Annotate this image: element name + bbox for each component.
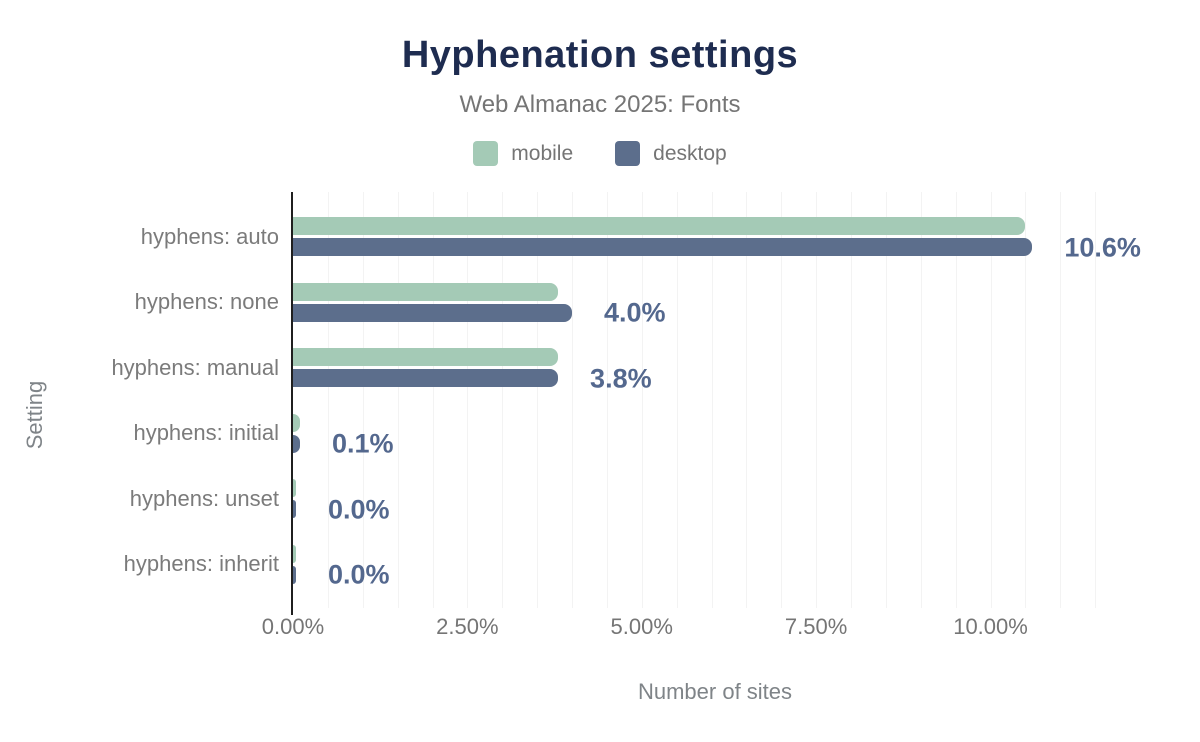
value-label: 4.0% [604,297,666,328]
mobile-bar[interactable] [293,413,300,432]
gridline [1060,192,1062,608]
gridline [990,192,992,608]
x-tick-label: 5.00% [610,614,673,639]
category-label: hyphens: none [134,289,279,315]
gridline [641,192,643,608]
desktop-bar[interactable] [293,434,300,453]
gridline [955,192,957,608]
gridline [572,192,573,608]
category-label: hyphens: auto [140,223,279,249]
y-axis-line [291,192,293,608]
x-tick-label: 2.50% [436,614,499,639]
gridline [781,192,783,608]
gridline [327,192,329,608]
mobile-bar[interactable] [293,479,296,498]
value-label: 3.8% [590,363,652,394]
category-label: hyphens: manual [111,354,279,380]
gridline [1095,192,1097,608]
legend-item-desktop[interactable]: desktop [615,141,727,166]
zero-tick-mark [291,608,293,615]
desktop-bar[interactable] [293,565,296,584]
plot-area: 10.6% 4.0% 3.8% 0.1% 0.0% 0.0% [291,192,1141,615]
gridline [746,192,748,608]
category-label: hyphens: inherit [123,551,279,577]
desktop-bar[interactable] [293,369,559,388]
value-label: 0.0% [328,494,390,525]
bar-row: 3.8% [293,335,1137,401]
mobile-bar[interactable] [293,544,296,563]
gridline [362,192,364,608]
gridline [432,192,434,608]
mobile-bar[interactable] [293,282,559,301]
chart-title: Hyphenation settings [401,34,799,76]
legend-label-desktop: desktop [653,141,727,165]
x-axis-title: Number of sites [637,679,793,704]
x-tick-label: 7.50% [784,614,848,639]
gridline [1025,192,1027,608]
gridline [606,192,608,608]
value-label: 0.0% [328,559,390,590]
gridline [537,192,539,608]
x-tick-label: 10.00% [953,614,1028,639]
value-label: 0.1% [331,428,394,459]
legend-label-mobile: mobile [511,141,574,165]
legend-item-mobile[interactable]: mobile [473,141,573,166]
mobile-swatch-icon [473,141,499,166]
bar-row: 0.0% [293,532,1137,598]
category-label: hyphens: unset [129,485,279,511]
y-axis-category-labels: hyphens: auto hyphens: none hyphens: manua… [0,204,279,597]
mobile-bar[interactable] [293,348,559,367]
gridline [397,192,399,608]
gridline [711,192,713,608]
legend: mobile desktop [0,141,1200,166]
gridline [816,192,818,608]
gridline [851,192,853,608]
desktop-swatch-icon [615,141,641,166]
x-tick-label: 0.00% [261,614,325,639]
gridline [467,192,469,608]
mobile-bar[interactable] [293,217,1026,236]
value-label: 10.6% [1064,232,1141,263]
bar-row: 10.6% [293,204,1141,270]
desktop-bar[interactable] [293,500,296,519]
bar-row: 0.1% [293,401,1137,467]
y-axis-title: Setting [22,380,47,450]
gridline [885,192,887,608]
gridline [676,192,678,608]
bar-row: 4.0% [293,270,1137,336]
category-label: hyphens: initial [133,420,279,446]
desktop-bar[interactable] [293,238,1033,257]
chart-subtitle: Web Almanac 2025: Fonts [459,91,741,118]
gridline [920,192,922,608]
gridline [502,192,504,608]
desktop-bar[interactable] [293,303,572,322]
bar-rows: 10.6% 4.0% 3.8% 0.1% 0.0% 0.0% [293,204,1141,598]
bar-row: 0.0% [293,466,1137,532]
